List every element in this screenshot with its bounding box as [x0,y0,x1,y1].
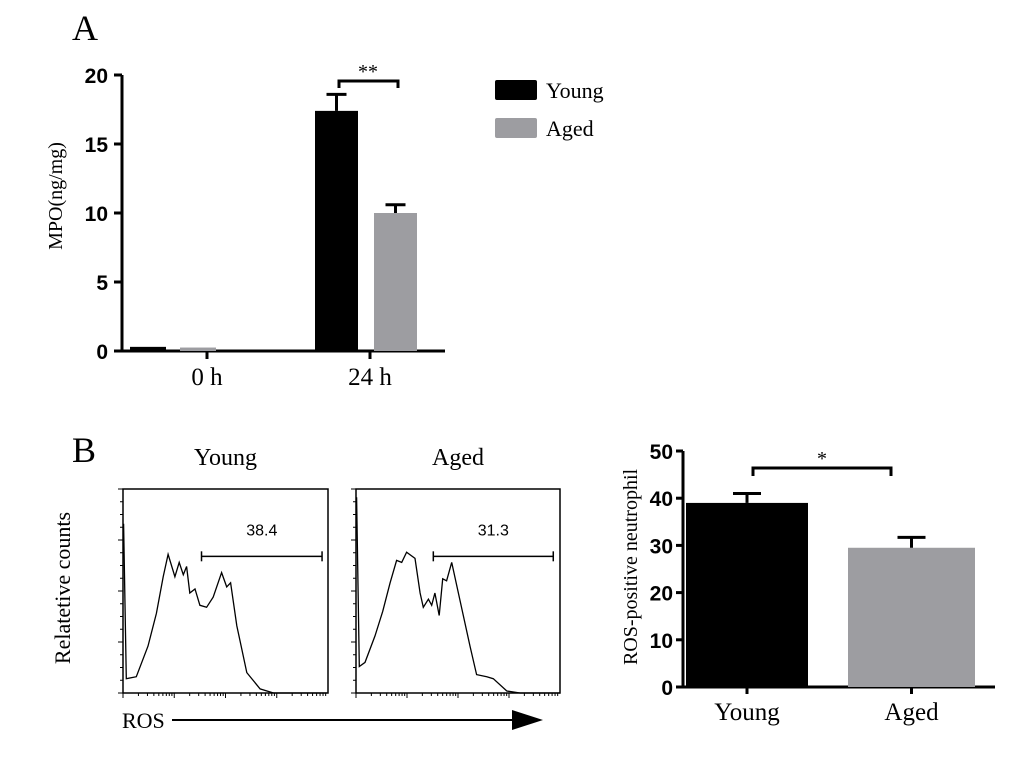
bar-aged [180,347,216,351]
legend-swatch-aged [495,118,537,138]
y-tick-label: 15 [85,134,109,157]
histogram-frame [122,488,329,694]
significance-bracket [751,466,893,476]
gate-percentage: 31.3 [478,522,509,539]
significance-label: ** [358,61,378,83]
histogram-title: Young [194,445,257,471]
bar-young [686,502,808,687]
y-tick-label: 10 [650,630,673,653]
y-axis-label: ROS-positive neutrophil [620,469,642,666]
arrow-right-icon [512,710,543,730]
bar-young [315,110,358,351]
legend-swatch-young [495,80,537,100]
histogram-curve [122,523,327,694]
x-tick-label: 0 h [191,364,223,391]
significance-label: * [817,448,827,470]
legend-label: Aged [546,116,594,141]
significance-bracket [337,79,400,88]
y-tick-label: 20 [650,583,673,606]
y-tick-label: 10 [85,203,108,226]
legend-label: Young [546,78,604,103]
gate-percentage: 38.4 [246,522,277,539]
y-axis-label: MPO(ng/mg) [45,142,67,250]
y-tick-label: 20 [85,65,108,88]
x-axis-label: ROS [122,708,165,733]
x-tick-label: 24 h [348,364,392,391]
y-tick-label: 50 [650,441,673,464]
y-axis-label: Relatetive counts [50,512,75,664]
y-tick-label: 40 [650,488,673,511]
bar-aged [848,547,975,687]
y-tick-label: 5 [96,272,108,295]
y-tick-label: 30 [650,535,673,558]
x-tick-label: Aged [884,699,939,726]
histogram-title: Aged [432,445,484,471]
histogram-curve [355,497,560,694]
y-tick-label: 0 [96,341,108,364]
panel-label-b: B [72,430,96,470]
x-tick-label: Young [714,699,780,726]
panel-label-a: A [72,8,98,48]
bar-young [130,346,166,351]
bar-aged [374,213,417,351]
y-tick-label: 0 [661,677,673,700]
